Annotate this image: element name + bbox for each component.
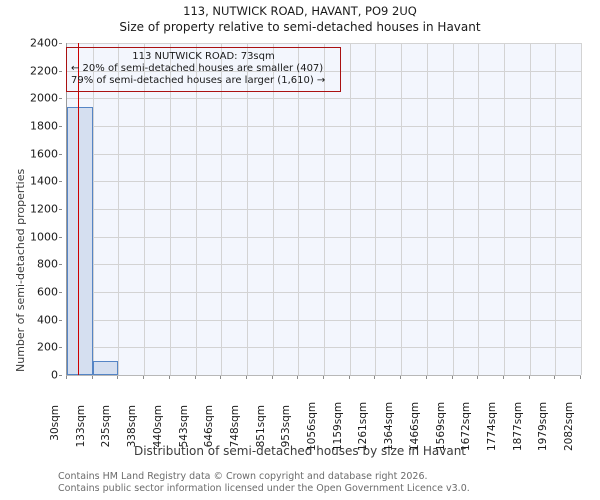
- y-tick-label: 0: [51, 368, 58, 382]
- gridline-vertical: [221, 43, 223, 375]
- x-tick-mark: [245, 376, 247, 379]
- x-axis-title: Distribution of semi-detached houses by …: [133, 444, 467, 458]
- x-tick-mark: [297, 376, 299, 379]
- y-axis-ticks: 0 200 400 600 800 1000 1200 1400 1600 1800 2000 220…: [0, 38, 62, 381]
- x-tick-mark: [348, 376, 350, 379]
- gridline-vertical: [426, 43, 428, 375]
- x-tick-mark: [91, 376, 93, 379]
- x-tick-mark: [451, 376, 453, 379]
- gridline-vertical: [529, 43, 531, 375]
- x-tick-mark: [400, 376, 402, 379]
- y-tick-label: 1800: [30, 119, 58, 133]
- y-tick-mark: [59, 153, 62, 155]
- gridline-vertical: [92, 43, 94, 375]
- annotation-property-label: 113 NUTWICK ROAD: 73sqm: [132, 51, 275, 62]
- x-tick-mark: [194, 376, 196, 379]
- gridline-vertical: [144, 43, 146, 375]
- gridline-vertical: [246, 43, 248, 375]
- y-tick-mark: [59, 126, 62, 127]
- page-title: 113, NUTWICK ROAD, HAVANT, PO9 2UQ: [183, 4, 417, 18]
- x-tick-mark: [220, 376, 222, 379]
- x-tick-mark: [143, 376, 145, 379]
- x-tick-mark: [477, 376, 479, 379]
- gridline-vertical: [118, 43, 120, 375]
- gridline-vertical: [298, 43, 300, 375]
- x-tick-mark: [374, 376, 376, 379]
- x-tick-mark: [554, 376, 556, 379]
- gridline-vertical: [478, 43, 480, 375]
- annotation-callout: 113 NUTWICK ROAD: 73sqm ← 20% of semi-de…: [66, 47, 341, 92]
- gridline-vertical: [195, 43, 197, 375]
- y-tick-mark: [59, 209, 62, 210]
- y-tick-label: 2200: [30, 64, 58, 78]
- annotation-larger-pct: 79% of semi-detached houses are larger (…: [71, 75, 326, 86]
- property-size-marker-line: [77, 43, 80, 375]
- bar: [92, 361, 119, 375]
- bar: [67, 107, 93, 375]
- y-tick-label: 2400: [30, 36, 58, 50]
- y-tick-mark: [59, 292, 62, 293]
- y-tick-mark: [59, 375, 62, 376]
- y-tick-label: 600: [37, 285, 58, 299]
- y-tick-label: 2000: [30, 91, 58, 105]
- x-tick-mark: [580, 376, 581, 379]
- y-tick-label: 200: [37, 340, 58, 354]
- gridline-vertical: [349, 43, 351, 375]
- bars-layer: [67, 43, 581, 375]
- x-axis-ticks: 30sqm 133sqm 235sqm 338sqm 440sqm 543sqm 646sq…: [49, 376, 581, 451]
- x-tick-mark: [502, 376, 504, 379]
- gridline-vertical: [375, 43, 377, 375]
- footer-line-2: Contains public sector information licen…: [58, 482, 470, 494]
- y-tick-mark: [59, 70, 62, 72]
- x-tick-mark: [323, 376, 324, 379]
- x-tick-mark: [168, 376, 170, 379]
- y-tick-label: 400: [37, 313, 58, 327]
- gridline-vertical: [401, 43, 403, 375]
- y-tick-label: 1000: [30, 230, 58, 244]
- y-tick-mark: [59, 347, 62, 349]
- gridlines: [67, 43, 582, 375]
- y-tick-label: 800: [37, 257, 58, 271]
- x-tick-mark: [66, 376, 67, 379]
- x-tick-mark: [528, 376, 530, 379]
- gridline-vertical: [503, 43, 505, 375]
- footer: Contains HM Land Registry data © Crown c…: [58, 471, 588, 494]
- gridline-vertical: [555, 43, 557, 375]
- plot-area: [66, 43, 582, 376]
- x-tick-mark: [117, 376, 119, 379]
- gridline-vertical: [452, 43, 454, 375]
- y-tick-mark: [59, 181, 62, 183]
- title-block: 113, NUTWICK ROAD, HAVANT, PO9 2UQ Size …: [0, 4, 600, 35]
- gridline-vertical: [169, 43, 171, 375]
- annotation-smaller-pct: ← 20% of semi-detached houses are smalle…: [71, 63, 324, 74]
- gridline-vertical: [581, 43, 582, 375]
- gridline-vertical: [272, 43, 274, 375]
- y-tick-mark: [59, 98, 62, 100]
- gridline-vertical: [324, 43, 325, 375]
- y-tick-mark: [59, 319, 62, 321]
- y-tick-mark: [59, 236, 62, 238]
- y-tick-label: 1600: [30, 147, 58, 161]
- x-tick-mark: [271, 376, 273, 379]
- y-tick-mark: [59, 264, 62, 266]
- marker-layer: [67, 43, 581, 375]
- footer-line-1: Contains HM Land Registry data © Crown c…: [58, 471, 428, 482]
- chart-subtitle: Size of property relative to semi-detach…: [119, 20, 481, 34]
- y-tick-mark: [59, 43, 62, 44]
- y-tick-label: 1200: [30, 202, 58, 216]
- y-tick-label: 1400: [30, 174, 58, 188]
- x-tick-mark: [425, 376, 427, 379]
